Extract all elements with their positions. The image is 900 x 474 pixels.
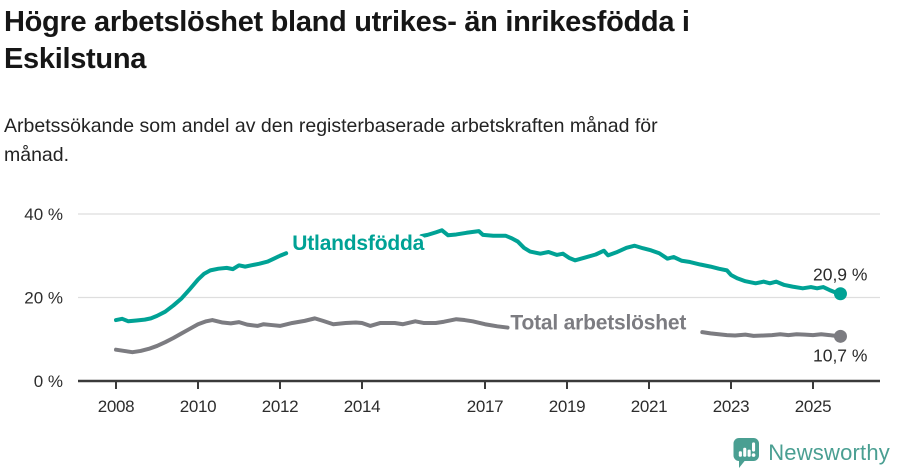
series-line [700, 330, 843, 339]
x-tick-label: 2010 [180, 397, 217, 416]
x-tick-label: 2025 [795, 397, 832, 416]
subtitle-line-2: månad. [4, 144, 70, 167]
brand-name: Newsworthy [768, 440, 890, 465]
x-tick-label: 2017 [467, 397, 504, 416]
x-tick-label: 2023 [713, 397, 750, 416]
page-title: Högre arbetslöshet bland utrikes- än inr… [4, 4, 884, 77]
series-label: Total arbetslöshet [510, 312, 686, 335]
y-tick-label: 20 % [24, 289, 63, 308]
series-end-dot [833, 329, 847, 343]
series-end-label: 10,7 % [813, 345, 867, 365]
series-end-label: 20,9 % [813, 265, 867, 285]
x-tick-label: 2014 [344, 397, 381, 416]
y-tick-label: 0 % [34, 372, 63, 391]
x-tick-label: 2021 [631, 397, 668, 416]
newsworthy-brand: Newsworthy [732, 437, 890, 469]
series-line [419, 228, 843, 296]
series-line [114, 251, 289, 324]
series-label: Utlandsfödda [292, 232, 424, 255]
title-line-2: Eskilstuna [4, 42, 147, 75]
chart-subtitle: Arbetssökande som andel av den registerb… [4, 112, 864, 171]
series-line [114, 316, 510, 355]
y-tick-label: 40 % [24, 205, 63, 224]
subtitle-line-1: Arbetssökande som andel av den registerb… [4, 115, 658, 137]
x-tick-label: 2019 [549, 397, 586, 416]
title-line-1: Högre arbetslöshet bland utrikes- än inr… [4, 6, 690, 38]
newsworthy-logo-icon [733, 438, 760, 468]
series-end-dot [833, 287, 847, 301]
x-tick-label: 2008 [98, 397, 135, 416]
x-tick-label: 2012 [262, 397, 299, 416]
